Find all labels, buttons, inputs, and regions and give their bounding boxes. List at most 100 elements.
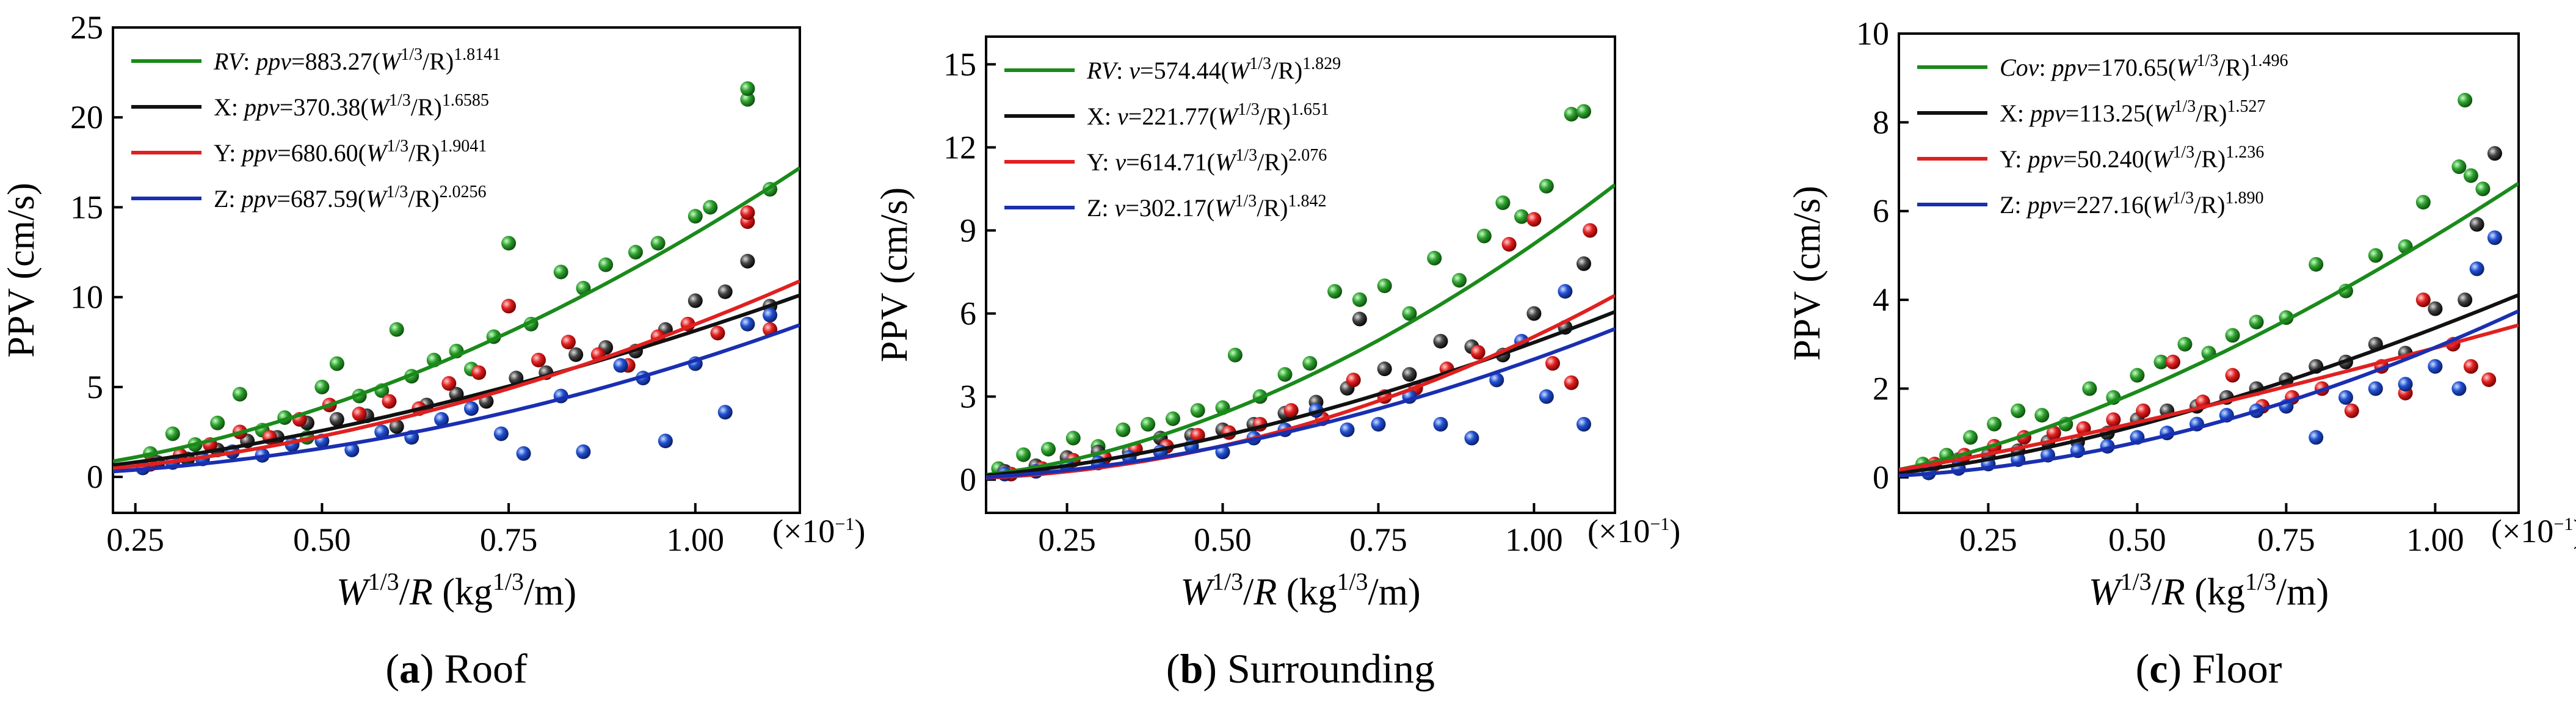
data-point-z — [2309, 430, 2324, 445]
plot-frame — [112, 26, 801, 514]
panel-surrounding: 0 3 6 9 12 15 0.25 0.50 0.75 1.00 (×10−1) PPV (cm/s… — [874, 35, 1680, 692]
data-point-z — [1464, 430, 1479, 446]
x-multiplier: (×10−1) — [2491, 513, 2576, 549]
data-point-x — [1377, 361, 1392, 377]
data-point-y — [710, 325, 725, 341]
data-point-z — [516, 446, 531, 461]
data-point-z — [1558, 284, 1573, 299]
data-point-rv — [1963, 430, 1978, 445]
legend-entry: RV: ppv=883.27(W1/3/R)1.8141 — [213, 45, 501, 75]
fit-curve-z — [1899, 309, 2519, 478]
legend-entry: Y: v=614.71(W1/3/R)2.076 — [1087, 146, 1327, 176]
data-point-rv — [1377, 278, 1392, 294]
data-point-rv — [2130, 368, 2145, 383]
data-point-rv — [703, 200, 718, 215]
legend-entry: Z: ppv=687.59(W1/3/R)2.0256 — [214, 183, 486, 212]
data-point-y — [1283, 403, 1299, 418]
data-point-rv — [501, 236, 517, 251]
data-point-rv — [1476, 228, 1492, 244]
y-axis-label: PPV (cm/s) — [874, 187, 915, 363]
plot-area — [986, 104, 1615, 482]
data-point-rv — [2177, 336, 2193, 352]
data-point-y — [531, 352, 546, 368]
y-tick-label: 25 — [70, 9, 103, 46]
data-point-y — [441, 376, 457, 391]
y-tick-label: 8 — [1873, 104, 1889, 140]
data-point-rv — [2463, 168, 2478, 183]
data-point-x — [2487, 146, 2502, 161]
data-point-rv — [2458, 93, 2473, 108]
data-point-x — [329, 412, 344, 427]
data-point-y — [501, 299, 517, 314]
data-point-rv — [1016, 447, 1031, 462]
data-point-rv — [1514, 209, 1529, 224]
data-point-z — [2368, 381, 2383, 396]
data-point-rv — [740, 81, 755, 96]
data-point-rv — [2082, 381, 2097, 396]
panel-roof: 0 5 10 15 20 25 0.25 0.50 0.75 1.00 (×10−1) PPV (cm… — [1, 9, 865, 692]
fit-curve-y — [113, 279, 800, 471]
data-point-y — [2136, 403, 2151, 418]
data-point-x — [389, 419, 404, 434]
data-point-rv — [232, 386, 247, 402]
x-tick-label: 0.25 — [1959, 521, 2017, 558]
y-axis-label: PPV (cm/s) — [1787, 186, 1828, 361]
data-point-z — [613, 358, 628, 373]
data-point-y — [471, 365, 487, 380]
data-point-rv — [1227, 347, 1243, 363]
data-point-rv — [1495, 195, 1511, 211]
y-tick-label: 10 — [70, 279, 103, 316]
y-tick-label: 20 — [70, 99, 103, 136]
y-tick-label: 4 — [1873, 281, 1889, 318]
fit-curve-rv — [113, 166, 800, 463]
data-point-z — [374, 424, 390, 440]
data-point-z — [576, 444, 591, 459]
y-tick-label: 0 — [87, 459, 103, 495]
data-point-rv — [553, 264, 568, 280]
data-point-rv — [1576, 104, 1592, 119]
data-point-rv — [389, 322, 404, 337]
x-tick-label: 1.00 — [2406, 521, 2464, 558]
data-point-y — [2481, 372, 2497, 387]
data-point-z — [344, 442, 360, 457]
data-point-rv — [1352, 292, 1367, 307]
data-point-rv — [1427, 250, 1442, 266]
data-point-rv — [598, 257, 614, 272]
fit-curve-z — [113, 323, 800, 474]
x-tick-label: 0.75 — [480, 521, 538, 558]
data-point-x — [740, 253, 755, 269]
legend-entry: Cov: ppv=170.65(W1/3/R)1.496 — [2000, 51, 2288, 81]
x-tick-label: 0.25 — [1038, 521, 1096, 558]
data-point-rv — [1165, 411, 1180, 426]
data-point-rv — [2475, 181, 2491, 197]
data-point-rv — [1987, 416, 2002, 432]
data-point-y — [1564, 375, 1579, 390]
panel-caption: (a) Roof — [385, 645, 528, 692]
data-point-rv — [628, 245, 643, 260]
data-point-y — [1470, 344, 1486, 360]
data-point-z — [434, 412, 449, 427]
data-point-y — [1501, 237, 1517, 252]
data-point-rv — [740, 92, 755, 107]
data-point-rv — [1327, 284, 1343, 299]
y-axis-label: PPV (cm/s) — [1, 183, 42, 358]
data-point-z — [717, 405, 733, 420]
data-point-x — [1402, 367, 1417, 382]
legend-entry: X: ppv=113.25(W1/3/R)1.527 — [2000, 97, 2265, 127]
plot-area — [113, 81, 800, 476]
data-point-rv — [1190, 403, 1205, 418]
data-point-x — [717, 284, 733, 299]
data-point-z — [1340, 422, 1355, 437]
fit-curve-y — [986, 294, 1615, 480]
y-tick-label: 6 — [1873, 193, 1889, 230]
y-tick-label: 0 — [960, 462, 976, 498]
fit-curve-x — [113, 293, 800, 467]
data-point-y — [1526, 212, 1542, 227]
panel-caption: (b) Surrounding — [1166, 645, 1435, 692]
data-point-x — [1433, 333, 1448, 349]
y-tick-label: 6 — [960, 295, 976, 332]
data-point-z — [740, 316, 755, 332]
data-point-rv — [650, 236, 666, 251]
data-point-rv — [1302, 356, 1318, 371]
